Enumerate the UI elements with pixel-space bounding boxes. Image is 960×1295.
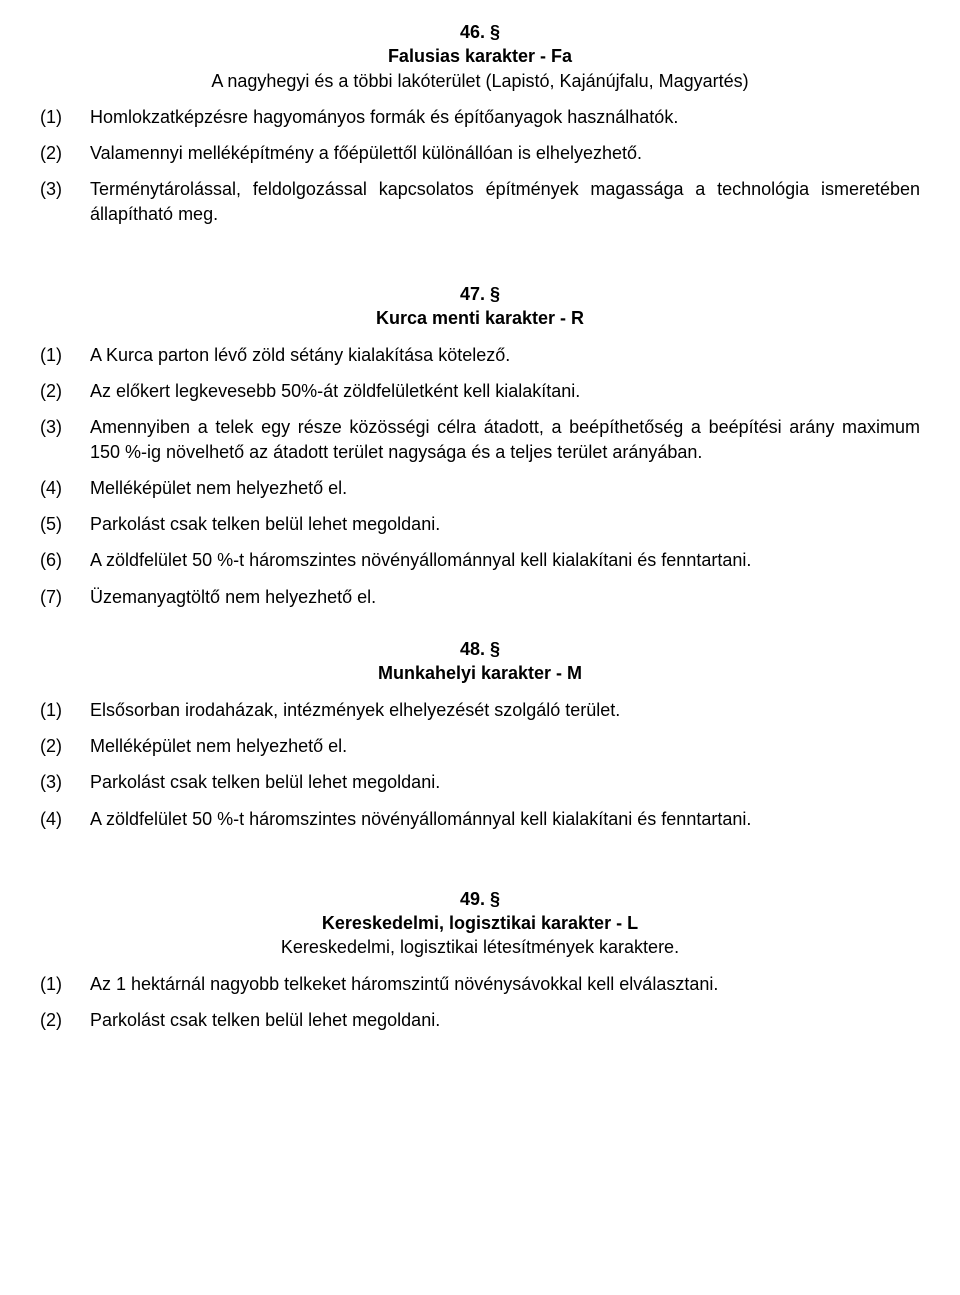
- item-number: (2): [40, 1008, 90, 1032]
- list-item: (3) Parkolást csak telken belül lehet me…: [40, 770, 920, 794]
- item-number: (3): [40, 770, 90, 794]
- item-text: A Kurca parton lévő zöld sétány kialakít…: [90, 343, 920, 367]
- list-item: (2) Valamennyi melléképítmény a főépület…: [40, 141, 920, 165]
- item-text: Elsősorban irodaházak, intézmények elhel…: [90, 698, 920, 722]
- item-number: (3): [40, 177, 90, 226]
- item-text: Melléképület nem helyezhető el.: [90, 476, 920, 500]
- section-47-number: 47. §: [40, 282, 920, 306]
- item-number: (1): [40, 105, 90, 129]
- list-item: (2) Parkolást csak telken belül lehet me…: [40, 1008, 920, 1032]
- item-number: (6): [40, 548, 90, 572]
- item-text: Amennyiben a telek egy része közösségi c…: [90, 415, 920, 464]
- section-49-number: 49. §: [40, 887, 920, 911]
- section-48-heading: 48. § Munkahelyi karakter - M: [40, 637, 920, 686]
- section-48-number: 48. §: [40, 637, 920, 661]
- item-number: (2): [40, 734, 90, 758]
- list-item: (2) Melléképület nem helyezhető el.: [40, 734, 920, 758]
- item-text: Parkolást csak telken belül lehet megold…: [90, 512, 920, 536]
- item-text: Homlokzatképzésre hagyományos formák és …: [90, 105, 920, 129]
- section-47-list: (1) A Kurca parton lévő zöld sétány kial…: [40, 343, 920, 609]
- list-item: (4) Melléképület nem helyezhető el.: [40, 476, 920, 500]
- section-47-heading: 47. § Kurca menti karakter - R: [40, 282, 920, 331]
- list-item: (2) Az előkert legkevesebb 50%-át zöldfe…: [40, 379, 920, 403]
- list-item: (5) Parkolást csak telken belül lehet me…: [40, 512, 920, 536]
- list-item: (1) A Kurca parton lévő zöld sétány kial…: [40, 343, 920, 367]
- item-number: (1): [40, 972, 90, 996]
- section-46-title: Falusias karakter - Fa: [40, 44, 920, 68]
- list-item: (3) Terménytárolással, feldolgozással ka…: [40, 177, 920, 226]
- item-text: Melléképület nem helyezhető el.: [90, 734, 920, 758]
- item-number: (4): [40, 807, 90, 831]
- item-text: Valamennyi melléképítmény a főépülettől …: [90, 141, 920, 165]
- item-text: Parkolást csak telken belül lehet megold…: [90, 1008, 920, 1032]
- list-item: (6) A zöldfelület 50 %-t háromszintes nö…: [40, 548, 920, 572]
- item-text: A zöldfelület 50 %-t háromszintes növény…: [90, 807, 920, 831]
- section-49-subtitle: Kereskedelmi, logisztikai létesítmények …: [40, 935, 920, 959]
- item-number: (1): [40, 343, 90, 367]
- section-46-heading: 46. § Falusias karakter - Fa A nagyhegyi…: [40, 20, 920, 93]
- section-48-title: Munkahelyi karakter - M: [40, 661, 920, 685]
- item-number: (4): [40, 476, 90, 500]
- list-item: (1) Homlokzatképzésre hagyományos formák…: [40, 105, 920, 129]
- item-text: Terménytárolással, feldolgozással kapcso…: [90, 177, 920, 226]
- item-number: (3): [40, 415, 90, 464]
- section-46-list: (1) Homlokzatképzésre hagyományos formák…: [40, 105, 920, 226]
- section-47-title: Kurca menti karakter - R: [40, 306, 920, 330]
- list-item: (1) Az 1 hektárnál nagyobb telkeket háro…: [40, 972, 920, 996]
- list-item: (4) A zöldfelület 50 %-t háromszintes nö…: [40, 807, 920, 831]
- item-number: (2): [40, 379, 90, 403]
- item-number: (7): [40, 585, 90, 609]
- item-number: (5): [40, 512, 90, 536]
- list-item: (3) Amennyiben a telek egy része közössé…: [40, 415, 920, 464]
- item-number: (2): [40, 141, 90, 165]
- list-item: (1) Elsősorban irodaházak, intézmények e…: [40, 698, 920, 722]
- item-number: (1): [40, 698, 90, 722]
- section-49-title: Kereskedelmi, logisztikai karakter - L: [40, 911, 920, 935]
- item-text: Parkolást csak telken belül lehet megold…: [90, 770, 920, 794]
- section-49-list: (1) Az 1 hektárnál nagyobb telkeket háro…: [40, 972, 920, 1033]
- item-text: Az 1 hektárnál nagyobb telkeket háromszi…: [90, 972, 920, 996]
- list-item: (7) Üzemanyagtöltő nem helyezhető el.: [40, 585, 920, 609]
- section-49-heading: 49. § Kereskedelmi, logisztikai karakter…: [40, 887, 920, 960]
- item-text: Üzemanyagtöltő nem helyezhető el.: [90, 585, 920, 609]
- section-48-list: (1) Elsősorban irodaházak, intézmények e…: [40, 698, 920, 831]
- item-text: A zöldfelület 50 %-t háromszintes növény…: [90, 548, 920, 572]
- section-46-number: 46. §: [40, 20, 920, 44]
- item-text: Az előkert legkevesebb 50%-át zöldfelüle…: [90, 379, 920, 403]
- section-46-subtitle: A nagyhegyi és a többi lakóterület (Lapi…: [40, 69, 920, 93]
